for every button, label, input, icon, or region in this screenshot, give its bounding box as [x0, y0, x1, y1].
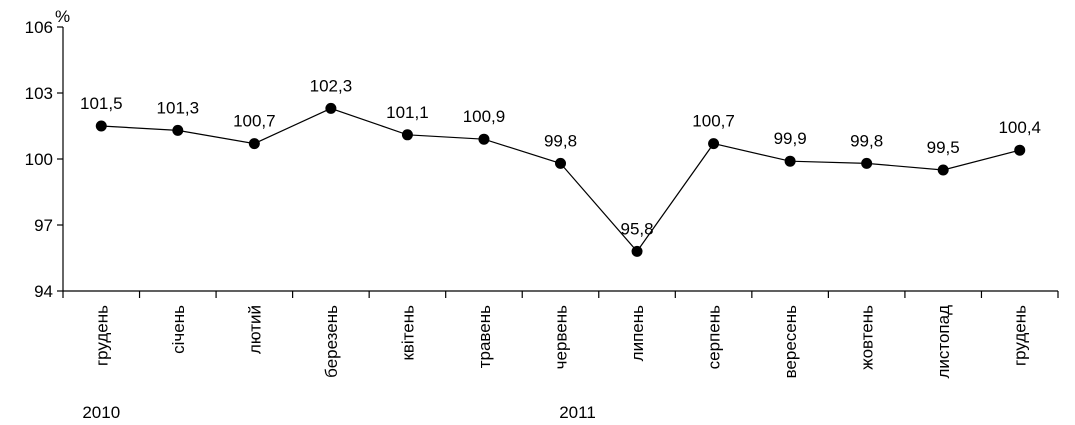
data-point-2: [248, 138, 260, 150]
x-category-label-11: листопад: [934, 305, 953, 379]
data-point-12: [1014, 144, 1026, 156]
year-label-2011: 2011: [559, 403, 596, 422]
x-category-label-10: жовтень: [858, 305, 877, 370]
x-category-label-5: травень: [475, 305, 494, 368]
data-point-5: [478, 133, 490, 145]
data-label-7: 95,8: [620, 219, 653, 238]
data-point-3: [325, 102, 337, 114]
data-labels: 101,5 101,3 100,7 102,3 101,1 100,9 99,8 95,8 10…: [80, 76, 1041, 238]
data-point-11: [937, 164, 949, 176]
x-category-label-6: червень: [552, 305, 571, 369]
y-axis-ticks: 94 97 100 103 106: [25, 18, 63, 301]
y-tick-label: 100: [25, 150, 53, 169]
data-point-8: [708, 138, 720, 150]
data-label-2: 100,7: [233, 112, 276, 131]
data-label-3: 102,3: [310, 76, 353, 95]
data-label-4: 101,1: [386, 103, 429, 122]
data-points: [95, 102, 1026, 257]
y-axis-unit-label: %: [55, 7, 70, 26]
data-point-7: [631, 245, 643, 257]
x-category-label-4: квітень: [398, 305, 417, 361]
data-label-12: 100,4: [998, 118, 1041, 137]
x-category-label-12: грудень: [1011, 305, 1030, 366]
x-axis-labels: грудень січень лютий березень квітень травень…: [92, 305, 1029, 379]
data-point-9: [784, 155, 796, 167]
data-label-11: 99,5: [927, 138, 960, 157]
data-point-6: [555, 157, 566, 169]
y-tick-label: 94: [34, 282, 53, 301]
year-label-2010: 2010: [82, 403, 120, 422]
data-point-1: [172, 124, 184, 136]
data-label-9: 99,9: [774, 129, 807, 148]
x-category-label-8: серпень: [705, 305, 724, 369]
x-category-label-9: вересень: [781, 305, 800, 379]
data-label-8: 100,7: [692, 112, 735, 131]
data-point-10: [861, 157, 873, 169]
data-label-1: 101,3: [157, 98, 200, 117]
x-category-label-3: березень: [322, 305, 341, 378]
data-point-0: [95, 120, 107, 132]
x-category-label-0: грудень: [92, 305, 111, 366]
data-label-5: 100,9: [463, 107, 506, 126]
x-category-label-1: січень: [169, 305, 188, 354]
y-tick-label: 97: [34, 216, 53, 235]
data-point-4: [401, 129, 413, 141]
data-label-0: 101,5: [80, 94, 123, 113]
y-tick-label: 103: [25, 84, 53, 103]
x-category-label-2: лютий: [245, 305, 264, 354]
x-category-label-7: липень: [628, 305, 647, 361]
data-label-10: 99,8: [850, 131, 883, 150]
data-label-6: 99,8: [544, 131, 577, 150]
y-tick-label: 106: [25, 18, 53, 37]
